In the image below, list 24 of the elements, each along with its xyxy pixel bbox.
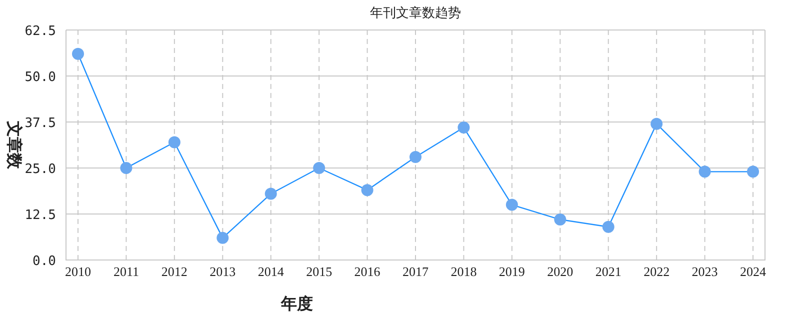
x-tick-label: 2011 [113, 264, 139, 279]
x-tick-label: 2016 [354, 264, 381, 279]
y-tick-label: 0.0 [32, 254, 56, 269]
x-tick-label: 2012 [161, 264, 188, 279]
y-tick-label: 12.5 [24, 208, 56, 223]
chart-title: 年刊文章数趋势 [370, 5, 461, 20]
x-tick-label: 2017 [402, 264, 429, 279]
y-tick-label: 50.0 [24, 70, 56, 85]
x-tick-label: 2018 [450, 264, 477, 279]
y-tick-label: 62.5 [24, 24, 56, 39]
x-tick-label: 2023 [692, 264, 718, 279]
y-tick-label: 37.5 [24, 116, 56, 131]
x-tick-label: 2010 [65, 264, 91, 279]
x-tick-label: 2013 [210, 264, 236, 279]
x-tick-label: 2022 [644, 264, 670, 279]
x-tick-label: 2021 [595, 264, 622, 279]
x-tick-label: 2019 [498, 264, 525, 279]
x-axis-title: 年度 [280, 294, 313, 313]
x-tick-label: 2024 [740, 264, 766, 279]
y-axis-title: 文章数 [5, 120, 23, 170]
y-tick-label: 25.0 [24, 162, 56, 177]
x-tick-label: 2014 [258, 264, 284, 279]
x-tick-label: 2015 [306, 264, 332, 279]
x-tick-label: 2020 [547, 264, 574, 279]
